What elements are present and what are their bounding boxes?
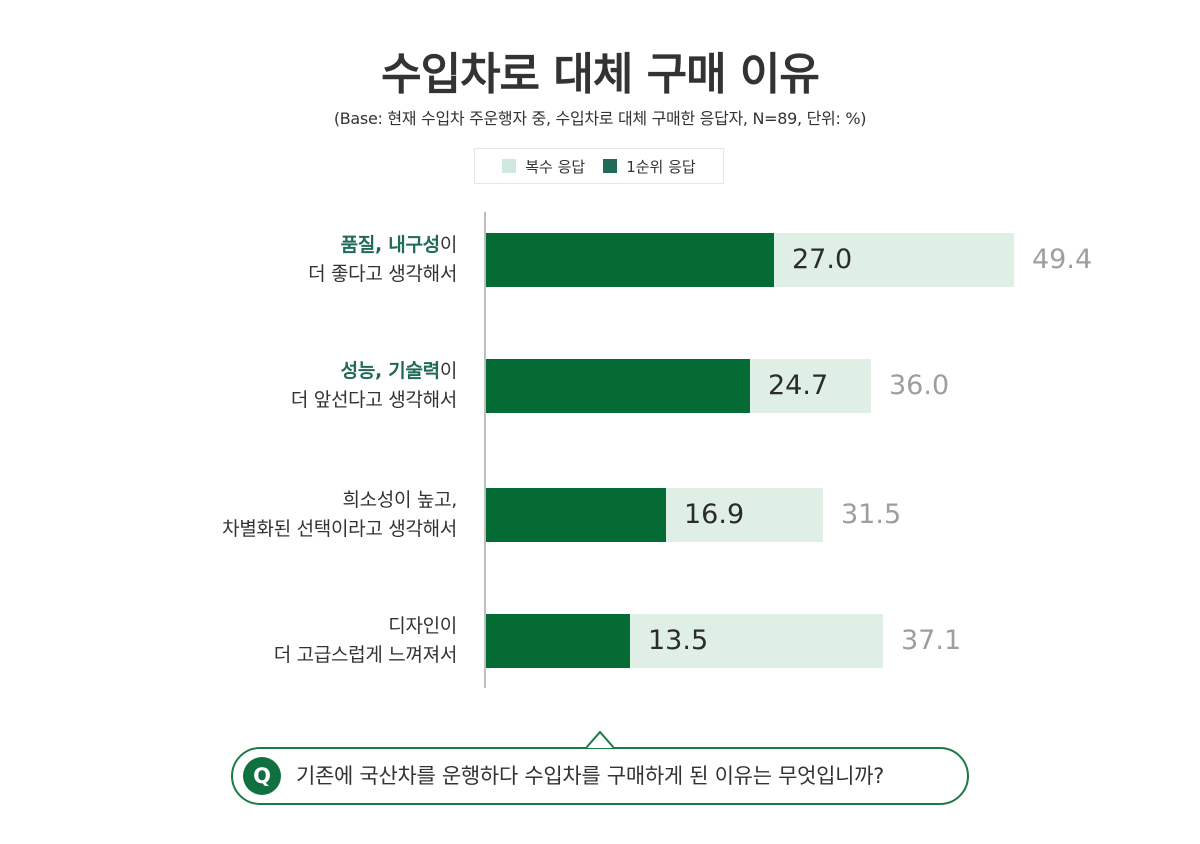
value-first: 24.7 [768, 370, 829, 401]
legend-label-first: 1순위 응답 [626, 157, 696, 176]
bar-first-response [486, 488, 666, 542]
value-multi: 31.5 [841, 499, 902, 530]
category-label: 품질, 내구성이 더 좋다고 생각해서 [308, 234, 457, 285]
value-first: 16.9 [684, 499, 745, 530]
value-multi: 49.4 [1032, 244, 1093, 275]
question-badge-icon: Q [243, 757, 281, 795]
legend-swatch-first-icon [603, 159, 618, 173]
category-label: 성능, 기술력이 더 앞선다고 생각해서 [290, 360, 457, 411]
legend-item-first: 1순위 응답 [603, 156, 696, 177]
value-multi: 37.1 [901, 625, 962, 656]
bar-first-response [486, 359, 750, 413]
value-first: 13.5 [648, 625, 709, 656]
bar-first-response [486, 614, 630, 668]
callout-pointer-icon [586, 731, 614, 749]
value-multi: 36.0 [889, 370, 950, 401]
question-callout [231, 747, 969, 805]
value-first: 27.0 [792, 244, 853, 275]
bar-first-response [486, 233, 774, 287]
question-text: 기존에 국산차를 운행하다 수입차를 구매하게 된 이유는 무엇입니까? [296, 764, 885, 788]
chart-subtitle: (Base: 현재 수입차 주운행자 중, 수입차로 대체 구매한 응답자, N… [333, 109, 867, 128]
legend-item-multi: 복수 응답 [502, 156, 585, 177]
y-axis-line [484, 212, 486, 688]
legend-label-multi: 복수 응답 [525, 157, 586, 176]
category-label: 디자인이 더 고급스럽게 느껴져서 [273, 615, 458, 666]
chart-title: 수입차로 대체 구매 이유 [381, 49, 820, 100]
legend-swatch-multi-icon [502, 159, 517, 173]
category-label: 희소성이 높고, 차별화된 선택이라고 생각해서 [222, 489, 457, 540]
legend: 복수 응답 1순위 응답 [474, 148, 724, 184]
